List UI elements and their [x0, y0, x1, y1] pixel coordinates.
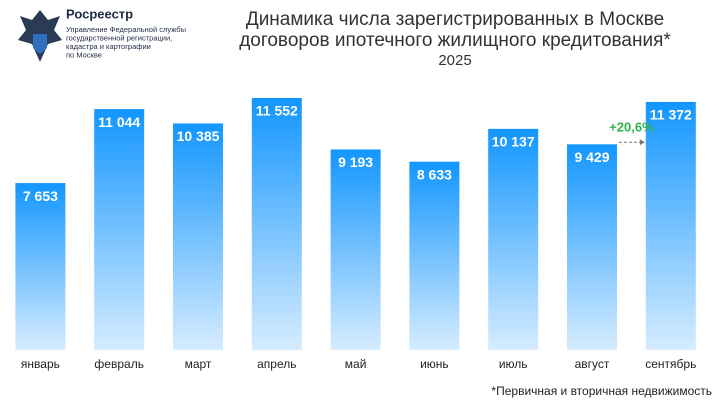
bar [409, 161, 460, 350]
logo-subtitle-line: кадастра и картографии [66, 42, 151, 51]
logo-subtitle: Управление Федеральной службыгосударстве… [66, 25, 186, 60]
chart-title-line: договоров ипотечного жилищного кредитова… [239, 30, 671, 51]
x-tick-label: август [575, 357, 610, 371]
bar [173, 123, 223, 350]
logo-shield [33, 34, 47, 54]
logo-subtitle-line: по Москве [66, 50, 102, 59]
x-tick-label: март [185, 357, 212, 371]
value-label: 8 633 [417, 166, 452, 182]
bar [488, 128, 539, 350]
bar [94, 109, 145, 350]
logo: Росреестр [18, 6, 133, 62]
x-tick-label: май [345, 357, 367, 371]
footnote: *Первичная и вторичная недвижимость [491, 384, 712, 398]
bar [567, 144, 617, 350]
x-tick-label: февраль [94, 357, 144, 371]
chart-title-line: Динамика числа зарегистрированных в Моск… [246, 9, 664, 30]
logo-title: Росреестр [66, 6, 133, 21]
bar [15, 183, 66, 350]
x-tick-label: апрель [257, 357, 296, 371]
annotation: +20,6% [609, 120, 654, 135]
chart-title: Динамика числа зарегистрированных в Моск… [239, 9, 671, 51]
bar [645, 101, 696, 350]
value-label: 9 429 [574, 149, 609, 165]
bar [330, 149, 381, 350]
annotation-arrowhead [639, 139, 645, 146]
logo-subtitle-line: государственной регистрации, [66, 33, 172, 42]
logo-subtitle-line: Управление Федеральной службы [66, 25, 186, 34]
bar [251, 98, 302, 350]
value-label: 11 044 [98, 114, 140, 130]
value-label: 7 653 [23, 188, 58, 204]
x-tick-label: сентябрь [645, 357, 696, 371]
x-tick-label: январь [21, 357, 60, 371]
x-tick-label: июнь [420, 357, 449, 371]
value-label: 9 193 [338, 154, 373, 170]
x-tick-label: июль [499, 357, 528, 371]
value-label: 10 137 [492, 134, 535, 150]
value-label: 10 385 [177, 128, 220, 144]
value-label: 11 372 [650, 107, 692, 123]
value-label: 11 552 [256, 103, 298, 119]
chart-subtitle: 2025 [438, 52, 471, 69]
